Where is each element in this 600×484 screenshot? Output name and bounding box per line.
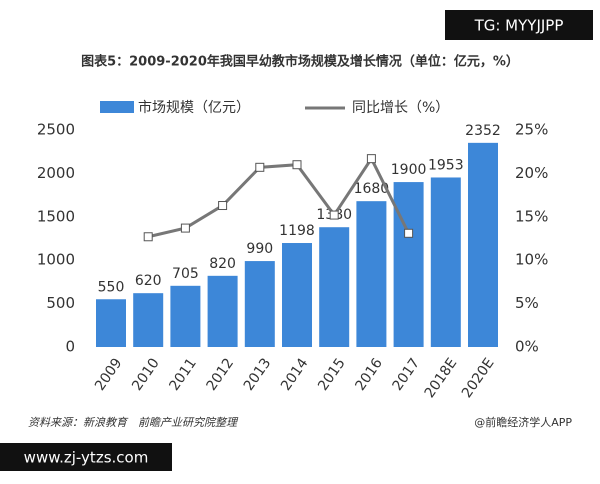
legend-label: 市场规模（亿元） (138, 99, 250, 116)
y2-tick-label: 0% (515, 338, 539, 356)
x-tick-label: 2017 (390, 355, 424, 393)
y-tick-label: 2500 (37, 121, 75, 139)
y2-tick-label: 5% (515, 294, 539, 312)
bar (96, 299, 126, 347)
x-tick-label: 2014 (278, 355, 312, 393)
data-label: 1900 (391, 162, 427, 178)
x-tick-label: 2013 (241, 355, 275, 393)
y2-tick-label: 25% (515, 121, 548, 139)
data-label: 1198 (279, 223, 315, 239)
y-tick-label: 1000 (37, 251, 75, 269)
legend-label: 同比增长（%） (352, 100, 449, 116)
y2-tick-label: 20% (515, 164, 548, 182)
x-tick-label: 2015 (315, 355, 349, 393)
data-label: 1680 (354, 181, 390, 197)
bar (133, 293, 164, 347)
y-tick-label: 0 (65, 338, 75, 356)
watermark-top: TG: MYYJJPP (474, 17, 564, 35)
bar (393, 182, 424, 347)
legend-swatch (100, 101, 134, 113)
y2-tick-label: 15% (515, 207, 548, 225)
growth-marker (292, 160, 302, 170)
y2-tick-label: 10% (515, 251, 548, 269)
growth-marker (366, 154, 376, 164)
growth-line (147, 155, 410, 239)
watermark-box (0, 443, 172, 471)
growth-marker (143, 232, 153, 242)
y-tick-label: 500 (46, 294, 75, 312)
data-label: 820 (209, 256, 236, 272)
data-label: 620 (135, 273, 162, 289)
x-tick-label: 2020E (459, 355, 498, 401)
bar (430, 177, 461, 347)
footer-source: 资料来源：新浪教育 前瞻产业研究院整理 (28, 416, 239, 429)
data-label: 990 (246, 241, 273, 257)
x-tick-label: 2010 (129, 355, 163, 393)
x-tick-label: 2016 (352, 355, 386, 393)
watermark-box (445, 10, 593, 40)
growth-marker (180, 223, 190, 233)
growth-marker (255, 162, 265, 172)
bar (244, 261, 275, 347)
data-label: 1953 (428, 157, 464, 173)
footer-credit: @前瞻经济学人APP (474, 415, 572, 429)
x-tick-label: 2011 (166, 355, 200, 393)
watermark-bottom: www.zj-ytzs.com (24, 449, 149, 467)
data-label: 550 (98, 279, 125, 295)
bar (282, 243, 312, 347)
y-tick-label: 2000 (37, 164, 75, 182)
bar (319, 227, 350, 347)
x-tick-label: 2009 (92, 355, 126, 393)
y-tick-label: 1500 (37, 207, 75, 225)
bar (468, 142, 498, 347)
bar (207, 275, 238, 347)
data-label: 705 (172, 266, 199, 282)
growth-marker (404, 228, 414, 238)
data-label: 2352 (465, 123, 501, 139)
growth-marker (218, 201, 228, 211)
x-tick-label: 2012 (204, 355, 238, 393)
bar (170, 285, 201, 347)
chart-title: 图表5：2009-2020年我国早幼教市场规模及增长情况（单位：亿元，%） (81, 54, 519, 70)
growth-marker (329, 210, 339, 220)
bar (356, 201, 387, 347)
x-tick-label: 2018E (422, 355, 461, 401)
